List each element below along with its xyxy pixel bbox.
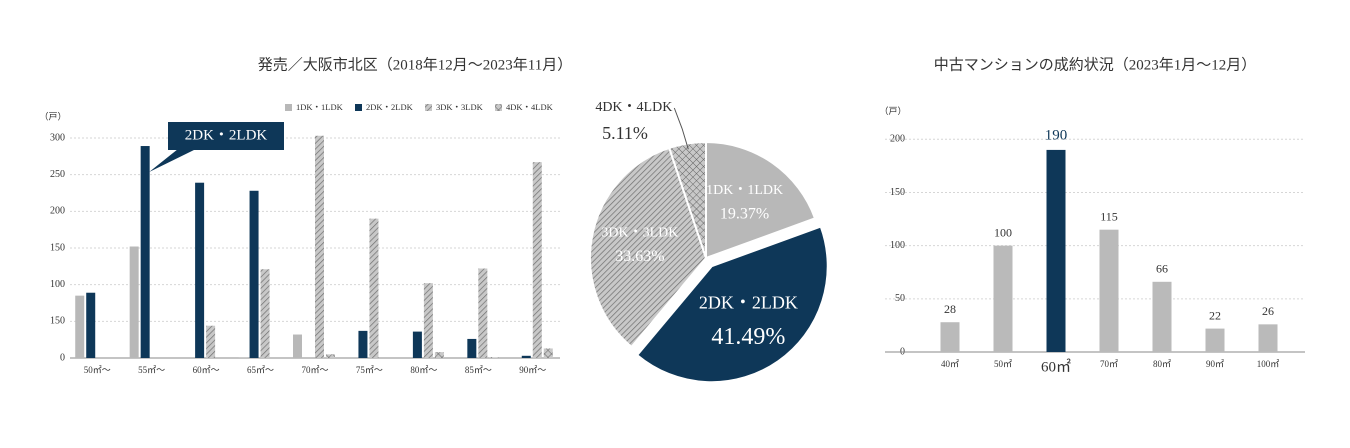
y-unit: （戸） — [39, 111, 66, 121]
y-unit: （戸） — [879, 106, 906, 116]
x-tick-label: 60㎡ — [1041, 358, 1071, 375]
legend-label: 2DK・2LDK — [366, 102, 414, 112]
x-tick-label: 70㎡ — [1100, 359, 1118, 369]
slice-value-label: 33.63% — [615, 248, 664, 265]
callout-pointer — [149, 149, 196, 173]
y-tick-label: 0 — [60, 352, 65, 363]
bar — [1258, 324, 1278, 352]
bar — [75, 295, 85, 358]
slice-label: 2DK・2LDK — [699, 293, 798, 313]
x-tick-label: 90㎡〜 — [519, 365, 546, 375]
value-label: 26 — [1262, 304, 1274, 318]
bar — [206, 325, 216, 358]
y-tick-label: 300 — [50, 132, 65, 143]
annotation: 2DK・2LDK — [185, 127, 268, 143]
legend-label: 1DK・1LDK — [296, 102, 344, 112]
bar — [358, 330, 368, 358]
x-tick-label: 50㎡〜 — [84, 365, 111, 375]
bar — [467, 338, 477, 358]
x-tick-label: 100㎡ — [1257, 359, 1280, 369]
x-tick-label: 60㎡〜 — [193, 365, 220, 375]
bar — [86, 292, 96, 358]
x-tick-label: 85㎡〜 — [465, 365, 492, 375]
slice-label: 3DK・3LDK — [601, 226, 678, 241]
bar — [369, 218, 379, 358]
bar — [412, 331, 422, 358]
y-tick-label: 150 — [50, 242, 65, 253]
x-tick-label: 40㎡ — [941, 359, 959, 369]
bar — [543, 348, 553, 358]
bar — [260, 269, 270, 358]
value-label: 100 — [994, 225, 1012, 239]
bar — [940, 322, 960, 352]
bar — [1205, 328, 1225, 352]
slice-value-label: 19.37% — [720, 206, 769, 223]
legend-swatch — [425, 104, 432, 111]
x-tick-label: 55㎡〜 — [138, 365, 165, 375]
bar — [326, 354, 335, 358]
x-tick-label: 80㎡〜 — [410, 365, 437, 375]
value-label: 66 — [1156, 262, 1168, 276]
bar — [1152, 281, 1172, 352]
bar — [140, 146, 150, 358]
legend-swatch — [285, 104, 292, 111]
bar — [478, 268, 488, 358]
bar — [993, 245, 1013, 352]
bar — [249, 190, 259, 358]
x-tick-label: 50㎡ — [994, 359, 1012, 369]
slice-value-label: 5.11% — [602, 123, 648, 143]
pie-slice — [705, 140, 817, 260]
bar — [423, 283, 433, 358]
pie-slice — [635, 225, 829, 384]
legend-label: 3DK・3LDK — [436, 102, 484, 112]
value-label: 115 — [1100, 209, 1118, 223]
legend-swatch — [355, 104, 362, 111]
chart-title: 中古マンションの成約状況（2023年1月〜12月） — [934, 56, 1257, 73]
y-tick-label: 250 — [50, 169, 65, 180]
bar — [434, 352, 444, 358]
legend-swatch — [495, 104, 502, 111]
x-tick-label: 65㎡〜 — [247, 365, 274, 375]
bar — [195, 182, 205, 358]
leader-line — [673, 107, 689, 150]
bar — [293, 334, 302, 358]
bar — [1099, 229, 1119, 352]
callout-box — [168, 122, 284, 150]
slice-label: 4DK・4LDK — [595, 100, 672, 115]
bar — [532, 162, 542, 358]
y-tick-label: 50 — [895, 293, 905, 304]
bar — [315, 135, 324, 358]
y-tick-label: 100 — [50, 279, 65, 290]
legend-label: 4DK・4LDK — [506, 102, 554, 112]
slice-label: 1DK・1LDK — [706, 183, 783, 198]
x-tick-label: 80㎡ — [1153, 359, 1171, 369]
value-label: 22 — [1209, 308, 1221, 322]
bar — [489, 357, 499, 358]
bar — [238, 357, 248, 358]
pie-slice — [589, 146, 708, 349]
bar — [1046, 149, 1066, 352]
y-tick-label: 150 — [50, 316, 65, 327]
y-tick-label: 200 — [50, 206, 65, 217]
pie-slice — [667, 140, 707, 259]
bar — [129, 246, 139, 358]
x-tick-label: 75㎡〜 — [356, 365, 383, 375]
x-tick-label: 90㎡ — [1206, 359, 1224, 369]
x-tick-label: 70㎡〜 — [301, 365, 328, 375]
bar — [521, 355, 531, 358]
value-label: 190 — [1045, 127, 1068, 143]
value-label: 28 — [944, 302, 956, 316]
chart-title: 発売／大阪市北区（2018年12月〜2023年11月） — [258, 56, 572, 73]
slice-value-label: 41.49% — [711, 324, 785, 350]
